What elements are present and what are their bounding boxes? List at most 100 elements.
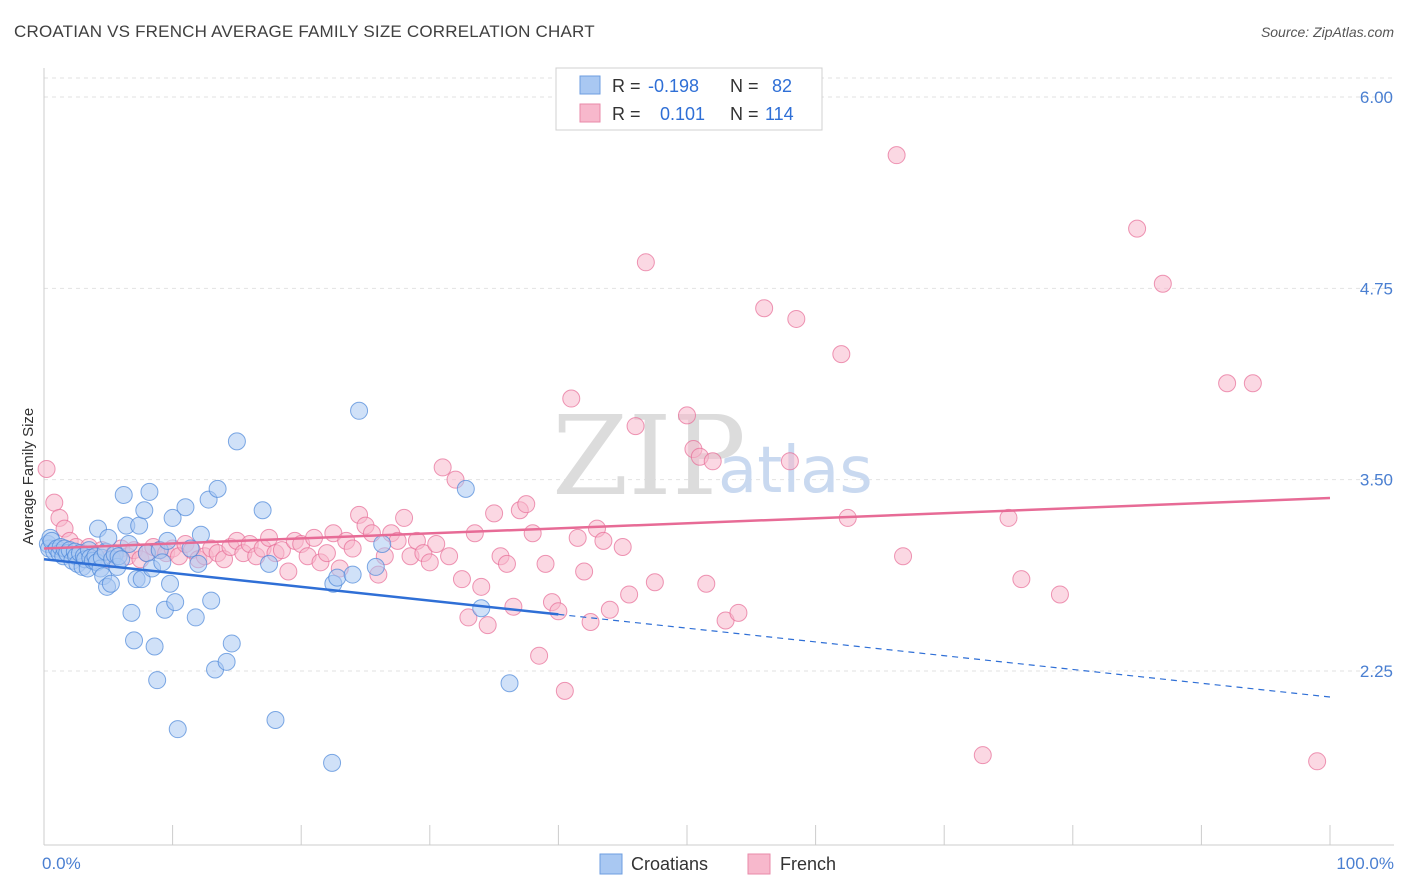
croatian-point [125,631,144,650]
croatian-point [343,565,362,584]
croatian-point [260,554,279,573]
x-tick-labels: 0.0% 100.0% [42,854,1394,873]
french-point [678,406,696,425]
croatian-point [366,557,385,576]
french-point [636,253,655,272]
croatian-point [456,479,475,498]
french-point [620,585,639,604]
watermark-atlas: atlas [718,434,873,508]
french-point [504,597,523,616]
y-axis-label: Average Family Size [20,408,37,545]
croatian-point [186,608,205,627]
french-point [427,534,446,553]
legend-swatch-croatians [579,75,601,95]
french-point [536,554,555,573]
french-point [37,459,56,478]
french-point [517,495,536,514]
y-tick-labels: 2.25 3.50 4.75 6.00 [1360,88,1393,681]
french-point [260,528,279,547]
bottom-legend: Croatians French [599,853,836,875]
french-point [887,146,906,165]
french-point [645,573,664,592]
legend-r-value: -0.198 [648,76,699,96]
french-point [787,309,806,328]
croatian-point [135,501,154,520]
french-point [697,574,716,593]
croatians-trend-extension [558,613,1331,698]
french-point [1308,752,1327,771]
croatian-point [328,568,347,587]
croatian-point [168,720,187,739]
bottom-legend-label-french: French [780,854,836,874]
french-point [626,417,645,436]
french-point [395,508,414,527]
croatian-point [227,432,246,451]
french-point [279,562,298,581]
french-point [549,602,568,621]
croatian-point [130,516,149,535]
croatian-point [148,671,167,690]
croatian-point [181,539,200,558]
french-point [45,493,64,512]
y-tick-label: 6.00 [1360,88,1393,107]
legend-box: R = -0.198 N = 82 R = 0.101 N = 114 [555,67,823,131]
series-croatians-points [38,401,519,772]
french-point [894,547,913,566]
french-point [780,452,799,471]
legend-n-value: 82 [772,76,792,96]
legend-swatch-french [579,103,601,123]
french-point [420,553,439,572]
french-point [575,562,594,581]
croatian-point [166,593,185,612]
croatian-point [202,591,221,610]
french-point [317,544,336,563]
trend-lines [43,496,1331,698]
french-point [755,299,774,318]
legend-r-value: 0.101 [660,104,705,124]
french-point [594,531,613,550]
french-point [497,554,516,573]
french-point [440,547,459,566]
croatian-point [222,634,241,653]
croatian-point [189,554,208,573]
croatian-point [161,574,180,593]
croatian-point [145,637,164,656]
french-point [581,613,600,632]
y-tick-label: 4.75 [1360,279,1393,298]
french-point [433,458,452,477]
croatian-point [101,574,120,593]
croatian-point [153,553,172,572]
french-point [1128,219,1147,238]
french-point [523,524,542,543]
croatian-point [253,501,272,520]
french-point [729,603,748,622]
y-tick-label: 2.25 [1360,662,1393,681]
french-point [562,389,581,408]
french-point [272,541,291,560]
croatian-point [323,753,342,772]
croatian-point [163,508,182,527]
croatian-point [266,710,285,729]
y-tick-label: 3.50 [1360,471,1393,490]
croatian-point [208,479,227,498]
french-point [459,608,478,627]
croatian-point [472,599,491,618]
french-point [613,538,632,557]
legend-n-label: N = [730,104,759,124]
croatian-point [176,498,195,517]
french-point [1153,274,1172,293]
x-tick-label-start: 0.0% [42,854,81,873]
bottom-legend-swatch-croatians [599,853,623,875]
french-point [478,616,497,635]
french-point [472,577,491,596]
french-point [1243,374,1262,393]
croatian-point [158,531,177,550]
croatian-point [373,534,392,553]
croatian-point [350,401,369,420]
bottom-legend-swatch-french [747,853,771,875]
french-point [568,528,587,547]
french-point [703,452,722,471]
french-point [343,539,362,558]
croatian-point [500,674,519,693]
